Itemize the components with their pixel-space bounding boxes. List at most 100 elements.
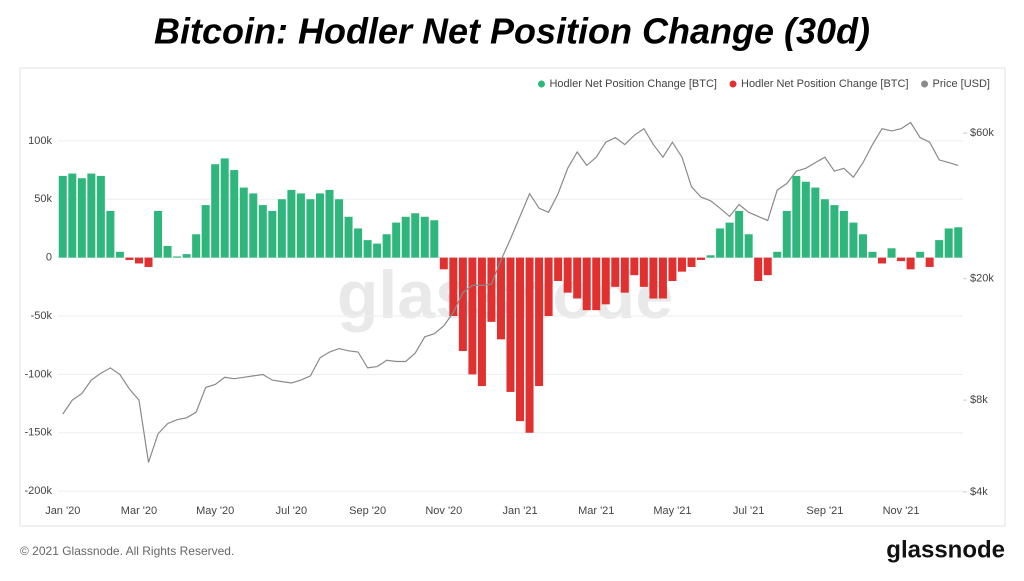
bar (344, 216, 353, 258)
bar (735, 210, 744, 258)
bar (68, 173, 77, 258)
bar (458, 257, 467, 352)
bar (258, 205, 267, 258)
bar (858, 234, 867, 258)
bar (935, 240, 944, 258)
legend-label: Hodler Net Position Change [BTC] (741, 78, 909, 90)
x-tick-label: Jan '20 (45, 505, 80, 517)
bar (373, 243, 382, 258)
y-tick-label: -200k (24, 485, 52, 497)
bar (954, 227, 963, 258)
bar (354, 228, 363, 258)
bar (916, 251, 925, 258)
bar (125, 257, 134, 260)
bar (468, 257, 477, 375)
bar (658, 257, 667, 299)
logo: glassnode (886, 536, 1005, 563)
bar (906, 257, 915, 270)
bar (173, 256, 182, 258)
bar (287, 189, 296, 258)
bar (811, 187, 820, 258)
bar (525, 257, 534, 433)
bar (477, 257, 486, 387)
bar (315, 193, 324, 258)
bar (420, 216, 429, 258)
bar (944, 228, 953, 258)
bar (925, 257, 934, 267)
bar (849, 222, 858, 258)
bar (601, 257, 610, 305)
bar (773, 251, 782, 258)
bar (725, 222, 734, 258)
chart-title: Bitcoin: Hodler Net Position Change (30d… (154, 11, 870, 52)
y-tick-label: 0 (46, 252, 52, 264)
bar (335, 199, 344, 258)
bar (487, 257, 496, 322)
bar (649, 257, 658, 299)
y-tick-label: 100k (28, 135, 52, 147)
bar (677, 257, 686, 272)
bar (839, 210, 848, 258)
bar (744, 234, 753, 258)
bar (96, 175, 105, 258)
x-tick-label: May '20 (196, 505, 234, 517)
bar (820, 199, 829, 258)
x-tick-label: Jul '21 (733, 505, 764, 517)
bar (554, 257, 563, 281)
bar (630, 257, 639, 276)
bar (620, 257, 629, 293)
bar (115, 251, 124, 258)
bar (277, 199, 286, 258)
bar (87, 173, 96, 258)
y-tick-label: -150k (24, 427, 52, 439)
bar (239, 187, 248, 258)
bar (639, 257, 648, 287)
bar (363, 240, 372, 258)
bar (449, 257, 458, 317)
bar (535, 257, 544, 387)
x-tick-label: Nov '20 (425, 505, 462, 517)
legend-swatch (537, 80, 545, 88)
x-tick-label: Sep '21 (806, 505, 843, 517)
x-tick-label: Jul '20 (276, 505, 307, 517)
x-tick-label: Mar '21 (578, 505, 614, 517)
legend-label: Hodler Net Position Change [BTC] (549, 78, 717, 90)
bar (506, 257, 515, 392)
bar (268, 210, 277, 258)
bar (325, 189, 334, 258)
bar (439, 257, 448, 270)
price-line (62, 121, 959, 463)
y-tick-label: -50k (31, 310, 53, 322)
bar (230, 170, 239, 258)
y2-tick-label: $60k (970, 127, 994, 139)
bar (106, 210, 115, 258)
bar (792, 175, 801, 258)
bar (401, 216, 410, 258)
bar (573, 257, 582, 299)
bar (134, 257, 143, 264)
bar (782, 210, 791, 258)
legend-swatch (729, 80, 737, 88)
bar (763, 257, 772, 276)
bar (154, 210, 163, 258)
bar (182, 254, 191, 258)
bar (687, 257, 696, 267)
bar (306, 199, 315, 258)
bar (58, 175, 67, 258)
footer: © 2021 Glassnode. All Rights Reserved. (20, 544, 234, 558)
bar (249, 193, 258, 258)
legend-swatch (921, 80, 929, 88)
bar (754, 257, 763, 281)
bar (716, 228, 725, 258)
bar (563, 257, 572, 293)
bar (211, 164, 220, 258)
bar (296, 193, 305, 258)
bar (382, 234, 391, 258)
bar (897, 257, 906, 262)
bar (430, 220, 439, 258)
bar (496, 257, 505, 340)
bar (887, 248, 896, 258)
bar (878, 257, 887, 264)
